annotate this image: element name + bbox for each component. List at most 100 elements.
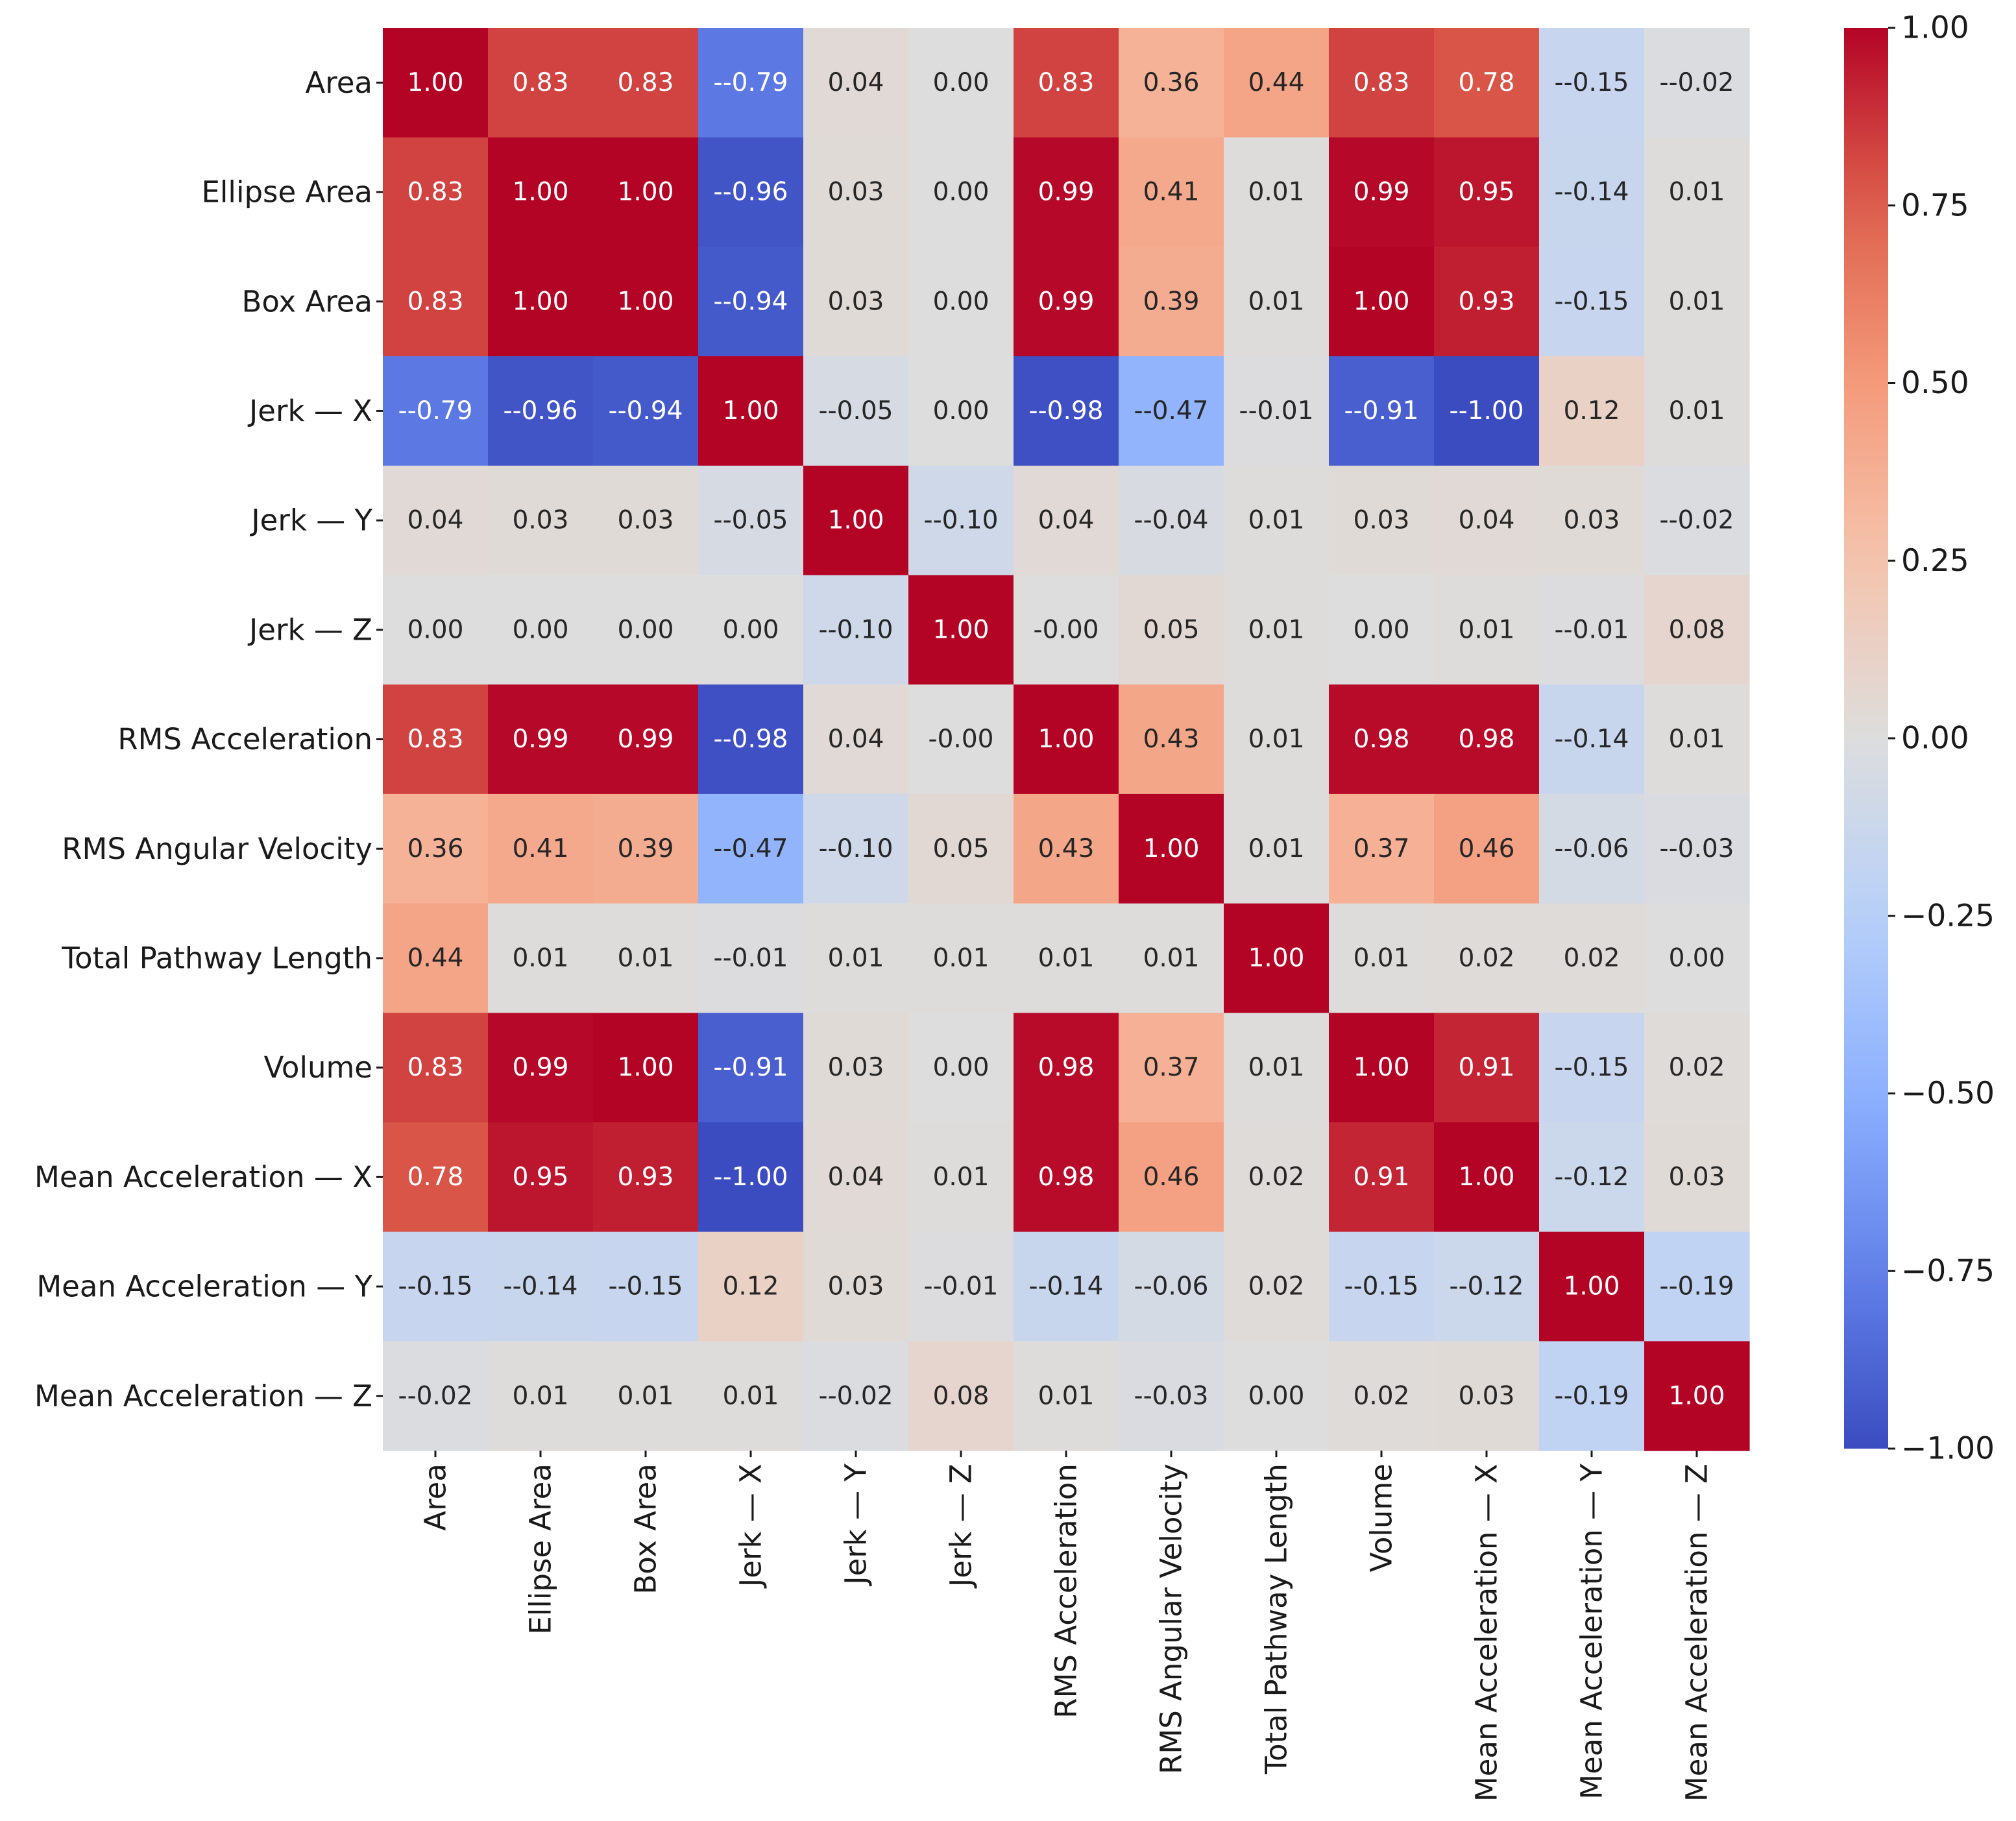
cell-value-label: 0.36 [1143,68,1200,97]
cell-value-label: 1.00 [723,396,779,426]
heatmap-cell-r11-c9 [1329,1231,1435,1342]
cell-value-label: 0.01 [1248,287,1305,316]
cell-value-label: 0.00 [723,615,779,644]
heatmap-cell-r11-c12 [1644,1231,1750,1342]
heatmap-cell-r1-c9 [1329,137,1435,247]
heatmap-cell-r3-c6 [1014,356,1119,466]
cell-value-label: 0.03 [828,287,884,316]
x-axis-label: Mean Acceleration — X [1470,1464,1504,1802]
heatmap-cell-r0-c6 [1014,28,1119,138]
heatmap-cell-r2-c7 [1119,247,1224,357]
heatmap-cell-r9-c5 [908,1013,1014,1123]
heatmap-cell-r4-c7 [1119,465,1224,576]
heatmap-annotations: 1.00 0.83 0.83 --0.79 0.04 0.00 0.83 0.36 0.44 0.… [398,68,1734,1410]
cell-value-label: 0.01 [1669,396,1725,426]
heatmap-cell-r2-c6 [1014,247,1119,357]
heatmap-cell-r12-c10 [1434,1341,1540,1451]
cell-value-label: 0.03 [1669,1163,1725,1192]
cell-value-label: 0.83 [1038,68,1095,97]
heatmap-cell-r7-c4 [803,793,909,904]
heatmap-cell-r2-c1 [488,247,594,357]
cell-value-label: 0.00 [933,178,990,207]
cell-value-label: --0.01 [714,943,788,972]
heatmap-cell-r8-c0 [383,903,489,1013]
cell-value-label: 0.02 [1248,1163,1305,1192]
heatmap-cell-r0-c5 [908,28,1014,138]
x-axis-label: Volume [1365,1464,1399,1572]
heatmap-cell-r10-c3 [698,1122,804,1233]
heatmap-cell-r8-c7 [1119,903,1224,1013]
cell-value-label: 1.00 [618,1053,674,1082]
cell-value-label: 0.95 [513,1163,569,1192]
y-axis-label: Jerk — Y [249,503,372,538]
heatmap-cell-r11-c8 [1224,1231,1330,1342]
heatmap-cell-r4-c2 [593,465,699,576]
heatmap-cell-r1-c7 [1119,137,1224,247]
heatmap-cell-r10-c11 [1539,1122,1645,1233]
cell-value-label: --0.94 [609,396,683,426]
heatmap-cell-r8-c4 [803,903,909,1013]
heatmap-cell-r5-c12 [1644,575,1750,685]
cell-value-label: --0.04 [1134,506,1209,535]
cell-value-label: 0.04 [407,506,464,535]
cell-value-label: 0.99 [1038,178,1095,207]
heatmap-cell-r12-c7 [1119,1341,1224,1451]
cell-value-label: 0.00 [933,1053,990,1082]
heatmap-cell-r7-c9 [1329,793,1435,904]
cell-value-label: 0.12 [1564,396,1620,426]
cell-value-label: --0.06 [1134,1272,1209,1301]
cell-value-label: 0.04 [828,725,884,754]
cell-value-label: 1.00 [1248,943,1305,972]
heatmap-cell-r12-c1 [488,1341,594,1451]
cell-value-label: 0.00 [1669,943,1725,972]
colorbar-gradient [1844,28,1888,1449]
cell-value-label: 1.00 [618,178,674,207]
cell-value-label: 0.04 [828,68,884,97]
cell-value-label: 0.08 [933,1381,990,1410]
cell-value-label: 0.99 [1038,287,1095,316]
heatmap-cell-r7-c0 [383,793,489,904]
heatmap-cell-r3-c11 [1539,356,1645,466]
cell-value-label: 0.00 [1248,1381,1305,1410]
cell-value-label: 0.36 [407,834,464,863]
cell-value-label: 0.83 [513,68,569,97]
cell-value-label: --0.14 [1029,1272,1104,1301]
cell-value-label: 0.03 [1354,506,1410,535]
y-axis-label: RMS Angular Velocity [62,832,372,866]
cell-value-label: --0.14 [504,1272,578,1301]
cell-value-label: --0.94 [714,287,788,316]
cell-value-label: 0.83 [407,287,464,316]
cell-value-label: 0.01 [1669,178,1725,207]
heatmap-cell-r10-c7 [1119,1122,1224,1233]
heatmap-cell-r8-c10 [1434,903,1540,1013]
cell-value-label: --0.03 [1660,834,1734,863]
cell-value-label: 0.00 [407,615,464,644]
heatmap-cell-r11-c3 [698,1231,804,1342]
cell-value-label: 0.01 [933,943,990,972]
heatmap-cell-r0-c12 [1644,28,1750,138]
heatmap-cell-r0-c11 [1539,28,1645,138]
cell-value-label: --0.12 [1450,1272,1524,1301]
cell-value-label: 0.01 [1459,615,1515,644]
heatmap-cell-r1-c2 [593,137,699,247]
heatmap-cell-r4-c10 [1434,465,1540,576]
cell-value-label: --0.12 [1555,1163,1629,1192]
heatmap-cell-r3-c9 [1329,356,1435,466]
cell-value-label: --0.10 [819,834,893,863]
heatmap-cell-r12-c9 [1329,1341,1435,1451]
heatmap-cell-r9-c10 [1434,1013,1540,1123]
cell-value-label: 0.00 [1354,615,1410,644]
x-axis-label: Total Pathway Length [1259,1464,1294,1775]
colorbar: 1.00 0.75 0.50 0.25 0.00 −0.25 −0.50 −0.75 −1.00 [1844,10,1995,1467]
heatmap-cell-r8-c1 [488,903,594,1013]
cell-value-label: --0.01 [1239,396,1314,426]
cell-value-label: --0.01 [924,1272,999,1301]
heatmap-cell-r1-c0 [383,137,489,247]
heatmap-cell-r10-c8 [1224,1122,1330,1233]
heatmap-cell-r9-c4 [803,1013,909,1123]
cell-value-label: --0.15 [1555,287,1629,316]
cell-value-label: --0.03 [1134,1381,1209,1410]
cell-value-label: -0.00 [1034,615,1099,644]
heatmap-cell-r9-c9 [1329,1013,1435,1123]
y-axis-tick-labels: Area Ellipse Area Box Area Jerk — X Jerk — Y… [34,66,383,1413]
